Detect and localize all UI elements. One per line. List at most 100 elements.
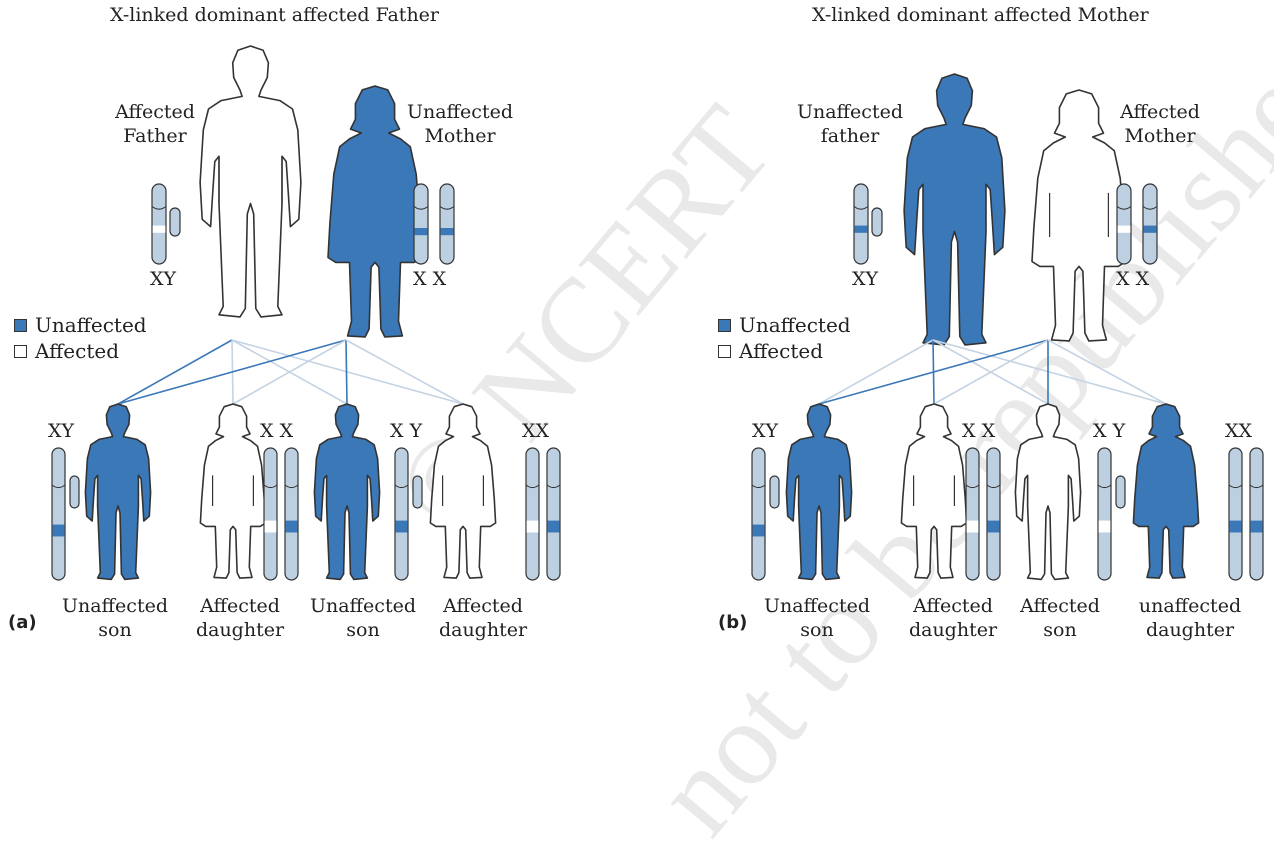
panel-b-child2-x2-chromosome-centromere	[986, 484, 1001, 489]
panel-b-child4-x1-chromosome-band	[1229, 520, 1242, 533]
panel-b-child4-label: unaffected daughter	[1138, 595, 1242, 641]
panel-a-mother-figure	[327, 85, 423, 338]
panel-a-child3-label: Unaffected son	[309, 595, 416, 641]
panel-a-mother-x1-chromosome-centromere	[413, 206, 429, 210]
panel-b-father-x-chromosome	[853, 183, 869, 265]
panel-a-child4-x1-chromosome-centromere	[525, 484, 540, 489]
panel-a-child1-x-chromosome	[51, 447, 66, 581]
panel-b-line-mother-child4	[1047, 339, 1167, 405]
panel-a-child2-x2-chromosome-centromere	[284, 484, 299, 489]
panel-a-father-figure	[199, 45, 302, 318]
panel-a-child2-x2-chromosome-band	[285, 520, 298, 533]
panel-b-legend: Unaffected Affected	[718, 312, 851, 364]
panel-b-child2-figure	[900, 403, 968, 579]
panel-a-child4-x1-chromosome	[525, 447, 540, 581]
panel-a-child2-genotype: X X	[260, 420, 294, 442]
panel-a-father-x-chromosome	[151, 183, 167, 265]
panel-b-child4-figure	[1132, 403, 1200, 579]
panel-b-child3-y-chromosome	[1115, 475, 1126, 509]
panel-a-title: X-linked dominant affected Father	[110, 4, 440, 26]
panel-a-child1-x-chromosome-centromere	[51, 484, 66, 489]
panel-a-child2-x1-chromosome-centromere	[263, 484, 278, 489]
panel-a-child1-genotype: XY	[48, 420, 75, 442]
panel-a-child3-x-chromosome	[394, 447, 409, 581]
panel-b-mother-x2-chromosome	[1142, 183, 1158, 265]
panel-b-child2-genotype: X X	[962, 420, 996, 442]
panel-b-child2-x1-chromosome	[965, 447, 980, 581]
legend-empty-label: Affected	[739, 339, 824, 363]
panel-b-father-x-chromosome-band	[854, 225, 868, 233]
legend-empty-swatch	[14, 344, 27, 358]
panel-b-child2-x1-chromosome-band	[966, 520, 979, 533]
panel-a-child2-x1-chromosome-band	[264, 520, 277, 533]
panel-a-child4-x2-chromosome-centromere	[546, 484, 561, 489]
panel-b-mother-x1-chromosome-centromere	[1116, 206, 1132, 210]
panel-a-line-mother-child3	[345, 339, 348, 405]
panel-a-father-x-chromosome-band	[152, 225, 166, 233]
panel-a-mother-label: Unaffected Mother	[406, 101, 513, 147]
panel-b-child3-genotype: X Y	[1093, 420, 1126, 442]
legend-filled-swatch	[718, 318, 731, 332]
panel-b-child2-x2-chromosome-band	[987, 520, 1000, 533]
panel-b-line-mother-child2	[933, 339, 1049, 405]
panel-b-child4-x2-chromosome-band	[1250, 520, 1263, 533]
panel-a-mother-x1-chromosome	[413, 183, 429, 265]
panel-b-child4-x1-chromosome-centromere	[1228, 484, 1243, 489]
legend-empty-swatch	[718, 344, 731, 358]
panel-a-legend: Unaffected Affected	[14, 312, 147, 364]
panel-b-mother-x2-chromosome-band	[1143, 225, 1157, 233]
panel-a-child4-x2-chromosome-band	[547, 520, 560, 533]
panel-b-mother-label: Affected Mother	[1120, 101, 1200, 147]
panel-b-mother-x1-chromosome-band	[1117, 225, 1131, 233]
panel-b-child4-genotype: XX	[1225, 420, 1253, 442]
panel-b-mother-x2-chromosome-centromere	[1142, 206, 1158, 210]
panel-b-child4-x2-chromosome-centromere	[1249, 484, 1264, 489]
panel-b-child4-x1-chromosome	[1228, 447, 1243, 581]
panel-b-father-y-chromosome	[871, 207, 883, 237]
panel-a-child4-label: Affected daughter	[438, 595, 528, 641]
panel-b-father-label: Unaffected father	[796, 101, 903, 147]
panel-b-father-figure	[903, 73, 1006, 346]
panel-a-letter: (a)	[8, 612, 37, 633]
panel-a-child3-genotype: X Y	[390, 420, 423, 442]
panel-a-child1-label: Unaffected son	[61, 595, 168, 641]
legend-filled-swatch	[14, 318, 27, 332]
panel-a-mother-genotype: X X	[413, 268, 447, 290]
panel-a-child4-x2-chromosome	[546, 447, 561, 581]
panel-a-mother-x2-chromosome-band	[440, 228, 454, 236]
panel-b-child3-figure	[1014, 403, 1082, 581]
panel-a-child3-x-chromosome-centromere	[394, 484, 409, 489]
legend-filled-label: Unaffected	[35, 313, 147, 337]
panel-b-line-father-child1	[818, 339, 934, 405]
panel-a-mother-x1-chromosome-band	[414, 228, 428, 236]
panel-b-child2-label: Affected daughter	[908, 595, 998, 641]
panel-b-line-father-child4	[932, 339, 1167, 405]
panel-b-child1-x-chromosome	[751, 447, 766, 581]
panel-a-line-father-child1	[117, 339, 233, 405]
panel-a-child1-y-chromosome	[69, 475, 80, 509]
panel-a-line-father-child4	[231, 339, 464, 405]
panel-b-letter: (b)	[718, 612, 748, 633]
pedigree-diagram	[51, 45, 1264, 581]
panel-a-child3-y-chromosome	[412, 475, 423, 509]
panel-b-child2-x2-chromosome	[986, 447, 1001, 581]
panel-a-child2-label: Affected daughter	[195, 595, 285, 641]
legend-filled-label: Unaffected	[739, 313, 851, 337]
panel-a-child3-x-chromosome-band	[395, 520, 408, 533]
panel-a-child1-x-chromosome-band	[52, 524, 65, 537]
panel-b-mother-genotype: X X	[1116, 268, 1150, 290]
panel-b-mother-figure	[1031, 89, 1127, 342]
panel-b-child1-y-chromosome	[769, 475, 780, 509]
panel-a-mother-x2-chromosome-centromere	[439, 206, 455, 210]
panel-a-child4-x1-chromosome-band	[526, 520, 539, 533]
panel-a-child3-figure	[313, 403, 381, 581]
legend-empty-label: Affected	[35, 339, 120, 363]
panel-b-child1-x-chromosome-centromere	[751, 484, 766, 489]
panel-b-child1-genotype: XY	[752, 420, 779, 442]
panel-a-father-genotype: XY	[150, 268, 177, 290]
panel-b-child3-x-chromosome-band	[1098, 520, 1111, 533]
panel-b-mother-x1-chromosome	[1116, 183, 1132, 265]
panel-a-mother-x2-chromosome	[439, 183, 455, 265]
panel-a-father-y-chromosome	[169, 207, 181, 237]
panel-a-child2-x2-chromosome	[284, 447, 299, 581]
